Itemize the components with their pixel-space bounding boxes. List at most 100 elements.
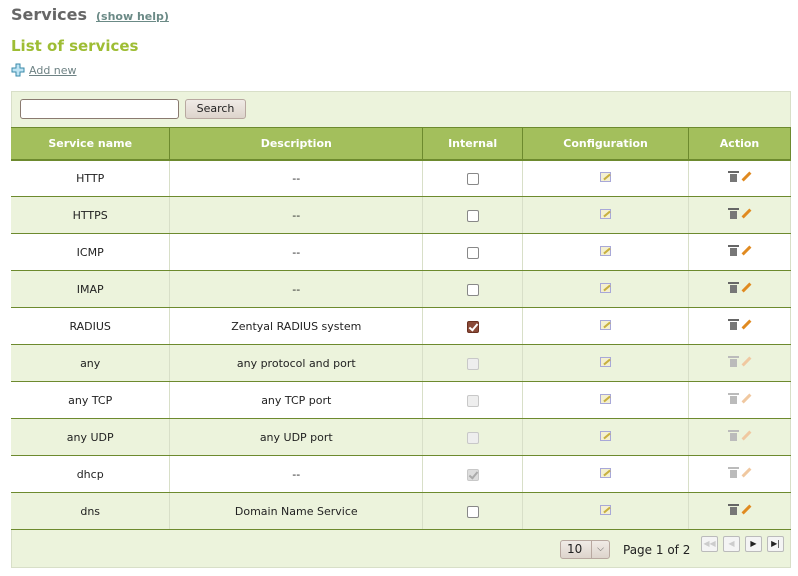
- configuration-cell: [522, 344, 690, 382]
- internal-checkbox[interactable]: [466, 283, 479, 296]
- table-row: HTTP --: [11, 159, 791, 197]
- configuration-cell: [522, 233, 690, 271]
- table-row: RADIUS Zentyal RADIUS system: [11, 307, 791, 345]
- service-description: --: [169, 196, 424, 234]
- show-help-link[interactable]: (show help): [96, 10, 169, 23]
- trash-icon: [727, 356, 739, 367]
- internal-checkbox[interactable]: [466, 505, 479, 518]
- search-button[interactable]: Search: [185, 99, 246, 119]
- trash-icon: [727, 393, 739, 404]
- edit-config-icon[interactable]: [600, 504, 612, 515]
- pagination: 10 ⌵ Page 1 of 2 ◀◀ ◀ ▶ ▶|: [12, 536, 790, 563]
- internal-cell: [422, 307, 524, 345]
- services-panel: Search Service name Description Internal…: [11, 91, 791, 568]
- pencil-icon[interactable]: [741, 282, 752, 293]
- col-internal[interactable]: Internal: [422, 127, 524, 161]
- table-row: IMAP --: [11, 270, 791, 308]
- internal-cell: [422, 196, 524, 234]
- edit-config-icon[interactable]: [600, 282, 612, 293]
- service-name: RADIUS: [11, 307, 171, 345]
- action-cell: [688, 270, 791, 308]
- edit-config-icon[interactable]: [600, 467, 612, 478]
- internal-checkbox: [466, 357, 479, 370]
- pencil-icon[interactable]: [741, 171, 752, 182]
- page-title: Services: [11, 5, 88, 24]
- trash-icon: [727, 430, 739, 441]
- service-name: ICMP: [11, 233, 171, 271]
- trash-icon[interactable]: [727, 245, 739, 256]
- internal-cell: [422, 381, 524, 419]
- service-name: HTTPS: [11, 196, 171, 234]
- action-cell: [688, 196, 791, 234]
- action-cell: [688, 455, 791, 493]
- service-description: --: [169, 270, 424, 308]
- action-cell: [688, 418, 791, 456]
- service-description: --: [169, 233, 424, 271]
- table-row: any TCP any TCP port: [11, 381, 791, 419]
- table-row: any any protocol and port: [11, 344, 791, 382]
- service-description: Zentyal RADIUS system: [169, 307, 424, 345]
- pencil-icon: [741, 356, 752, 367]
- search-input[interactable]: [20, 99, 179, 119]
- edit-config-icon[interactable]: [600, 430, 612, 441]
- internal-checkbox[interactable]: [466, 209, 479, 222]
- internal-checkbox[interactable]: [466, 246, 479, 259]
- trash-icon[interactable]: [727, 504, 739, 515]
- internal-cell: [422, 159, 524, 197]
- table-row: ICMP --: [11, 233, 791, 271]
- first-page-button[interactable]: ◀◀: [701, 536, 718, 552]
- chevron-down-icon: ⌵: [591, 541, 609, 558]
- col-service-name[interactable]: Service name: [11, 127, 171, 161]
- internal-cell: [422, 233, 524, 271]
- pencil-icon[interactable]: [741, 319, 752, 330]
- pencil-icon[interactable]: [741, 245, 752, 256]
- edit-config-icon[interactable]: [600, 319, 612, 330]
- pencil-icon: [741, 393, 752, 404]
- page-label: Page 1 of 2: [623, 543, 691, 557]
- service-description: --: [169, 455, 424, 493]
- internal-checkbox[interactable]: [466, 320, 479, 333]
- action-cell: [688, 307, 791, 345]
- internal-cell: [422, 344, 524, 382]
- internal-checkbox: [466, 431, 479, 444]
- trash-icon[interactable]: [727, 208, 739, 219]
- service-name: dhcp: [11, 455, 171, 493]
- edit-config-icon[interactable]: [600, 171, 612, 182]
- edit-config-icon[interactable]: [600, 208, 612, 219]
- internal-cell: [422, 270, 524, 308]
- internal-cell: [422, 455, 524, 493]
- trash-icon[interactable]: [727, 282, 739, 293]
- configuration-cell: [522, 492, 690, 530]
- service-description: any UDP port: [169, 418, 424, 456]
- service-name: dns: [11, 492, 171, 530]
- next-page-button[interactable]: ▶: [745, 536, 762, 552]
- service-name: any: [11, 344, 171, 382]
- service-name: any TCP: [11, 381, 171, 419]
- action-cell: [688, 233, 791, 271]
- edit-config-icon[interactable]: [600, 393, 612, 404]
- add-new-button[interactable]: Add new: [11, 63, 77, 77]
- page-size-select[interactable]: 10 ⌵: [560, 540, 610, 559]
- internal-cell: [422, 418, 524, 456]
- last-page-button[interactable]: ▶|: [767, 536, 784, 552]
- pencil-icon[interactable]: [741, 504, 752, 515]
- action-cell: [688, 344, 791, 382]
- configuration-cell: [522, 270, 690, 308]
- page-size-value: 10: [567, 542, 583, 556]
- table-row: any UDP any UDP port: [11, 418, 791, 456]
- trash-icon: [727, 467, 739, 478]
- col-configuration: Configuration: [522, 127, 690, 161]
- service-name: HTTP: [11, 159, 171, 197]
- internal-cell: [422, 492, 524, 530]
- trash-icon[interactable]: [727, 319, 739, 330]
- edit-config-icon[interactable]: [600, 356, 612, 367]
- edit-config-icon[interactable]: [600, 245, 612, 256]
- prev-page-button[interactable]: ◀: [723, 536, 740, 552]
- service-description: Domain Name Service: [169, 492, 424, 530]
- internal-checkbox[interactable]: [466, 172, 479, 185]
- service-description: --: [169, 159, 424, 197]
- configuration-cell: [522, 196, 690, 234]
- col-description[interactable]: Description: [169, 127, 424, 161]
- pencil-icon[interactable]: [741, 208, 752, 219]
- trash-icon[interactable]: [727, 171, 739, 183]
